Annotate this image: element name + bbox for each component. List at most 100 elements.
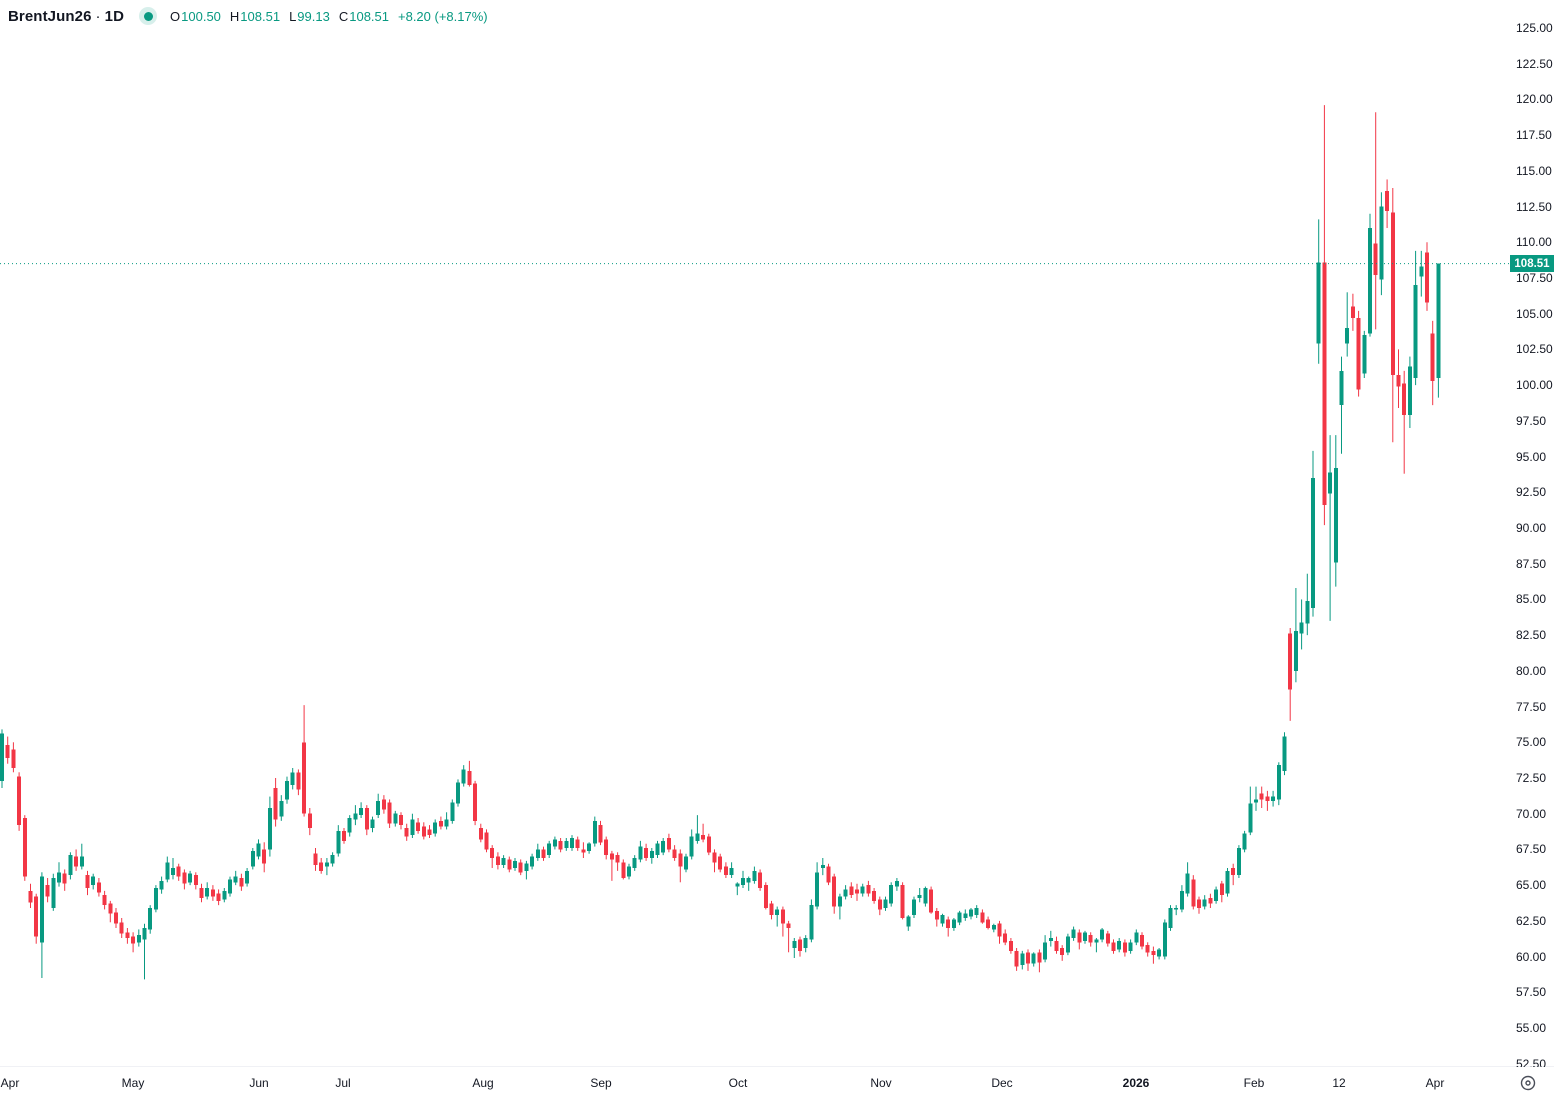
time-tick-label: Jul (335, 1076, 351, 1090)
candle (285, 776, 289, 804)
candle (752, 866, 757, 884)
candle (421, 822, 426, 840)
candle (883, 896, 888, 911)
candle (210, 885, 215, 901)
candle (706, 833, 711, 856)
candle (495, 852, 500, 870)
candle (1008, 937, 1013, 954)
candle (1236, 845, 1241, 878)
candle (91, 873, 96, 890)
candle (1003, 929, 1008, 946)
close-value: C108.51 (338, 8, 389, 24)
candle (153, 885, 158, 913)
candle (684, 853, 688, 873)
candle (399, 812, 403, 830)
candle (79, 843, 84, 870)
candle (433, 819, 438, 837)
change-value: +8.20 (+8.17%) (398, 8, 488, 24)
price-tick-label: 95.00 (1516, 449, 1547, 464)
candle (872, 887, 877, 904)
price-tick-label: 92.50 (1516, 485, 1547, 500)
candle (159, 876, 164, 894)
candle (969, 907, 973, 920)
price-scale[interactable]: 125.00 122.50 120.00 117.50 115.00 112.50 110.… (1510, 0, 1554, 1071)
price-tick-label: 117.50 (1516, 128, 1552, 143)
candle (114, 907, 118, 928)
candle (866, 880, 871, 897)
candle (256, 839, 261, 860)
candle (416, 817, 421, 834)
candle (347, 815, 352, 837)
candle (547, 840, 552, 858)
candle (1322, 105, 1327, 526)
candle (1071, 926, 1076, 941)
price-tick-label: 112.50 (1516, 199, 1552, 214)
candle (1031, 952, 1036, 967)
candle (621, 859, 626, 880)
candle (11, 742, 16, 773)
candle (45, 877, 50, 903)
candle (228, 876, 232, 897)
candle (142, 923, 147, 980)
candle (410, 813, 415, 838)
candle (957, 910, 962, 926)
candle (296, 769, 301, 796)
candle (370, 816, 375, 833)
candle (233, 870, 238, 886)
candle (1430, 320, 1435, 406)
candle (313, 847, 318, 871)
candle (245, 867, 250, 887)
candle (484, 829, 489, 853)
price-tick-label: 75.00 (1516, 735, 1547, 750)
candle (62, 869, 67, 891)
price-tick-label: 62.50 (1516, 913, 1547, 928)
price-tick-label: 77.50 (1516, 699, 1547, 714)
low-value: L99.13 (289, 8, 330, 24)
candle (689, 829, 694, 860)
candle (940, 913, 945, 927)
scale-settings-icon[interactable] (1519, 1074, 1537, 1092)
candle (450, 799, 455, 824)
symbol-header: BrentJun26 · 1D O100.50 H108.51 L99.13 C10… (8, 5, 488, 27)
candle (1026, 949, 1030, 971)
candle (239, 873, 244, 891)
candle (1333, 435, 1338, 587)
time-scale[interactable]: Apr May Jun Jul Aug Sep Oct Nov Dec 2026 Feb 12 Apr (0, 1067, 1554, 1102)
candle (125, 927, 130, 944)
candle (1185, 862, 1190, 897)
candle (1083, 930, 1087, 944)
candle (267, 796, 272, 857)
candle (723, 862, 728, 878)
candle (1271, 790, 1276, 807)
time-tick-label: Feb (1243, 1076, 1265, 1090)
high-value: H108.51 (229, 8, 281, 24)
time-tick-label: 2026 (1122, 1076, 1150, 1090)
symbol-title[interactable]: BrentJun26 · 1D (8, 8, 124, 25)
candle (644, 843, 649, 861)
candle (1128, 939, 1133, 954)
candle (855, 883, 859, 901)
candle (632, 855, 637, 871)
symbol-name: BrentJun26 (8, 7, 92, 25)
candle (746, 876, 751, 891)
candle (1413, 250, 1418, 386)
candle (148, 905, 153, 934)
candle (250, 847, 255, 870)
candle (342, 827, 346, 844)
candle (604, 836, 609, 860)
candle (530, 853, 535, 870)
candle (108, 900, 113, 923)
candle (701, 823, 706, 843)
candle (843, 885, 848, 900)
candle (279, 795, 284, 821)
price-tick-label: 107.50 (1516, 270, 1553, 285)
candle (501, 855, 506, 868)
candle (524, 860, 529, 880)
market-status-icon[interactable] (138, 6, 158, 26)
price-tick-label: 110.00 (1516, 235, 1552, 250)
candle (917, 887, 922, 903)
candle (912, 896, 916, 918)
last-price-badge: 108.51 (1510, 255, 1554, 273)
